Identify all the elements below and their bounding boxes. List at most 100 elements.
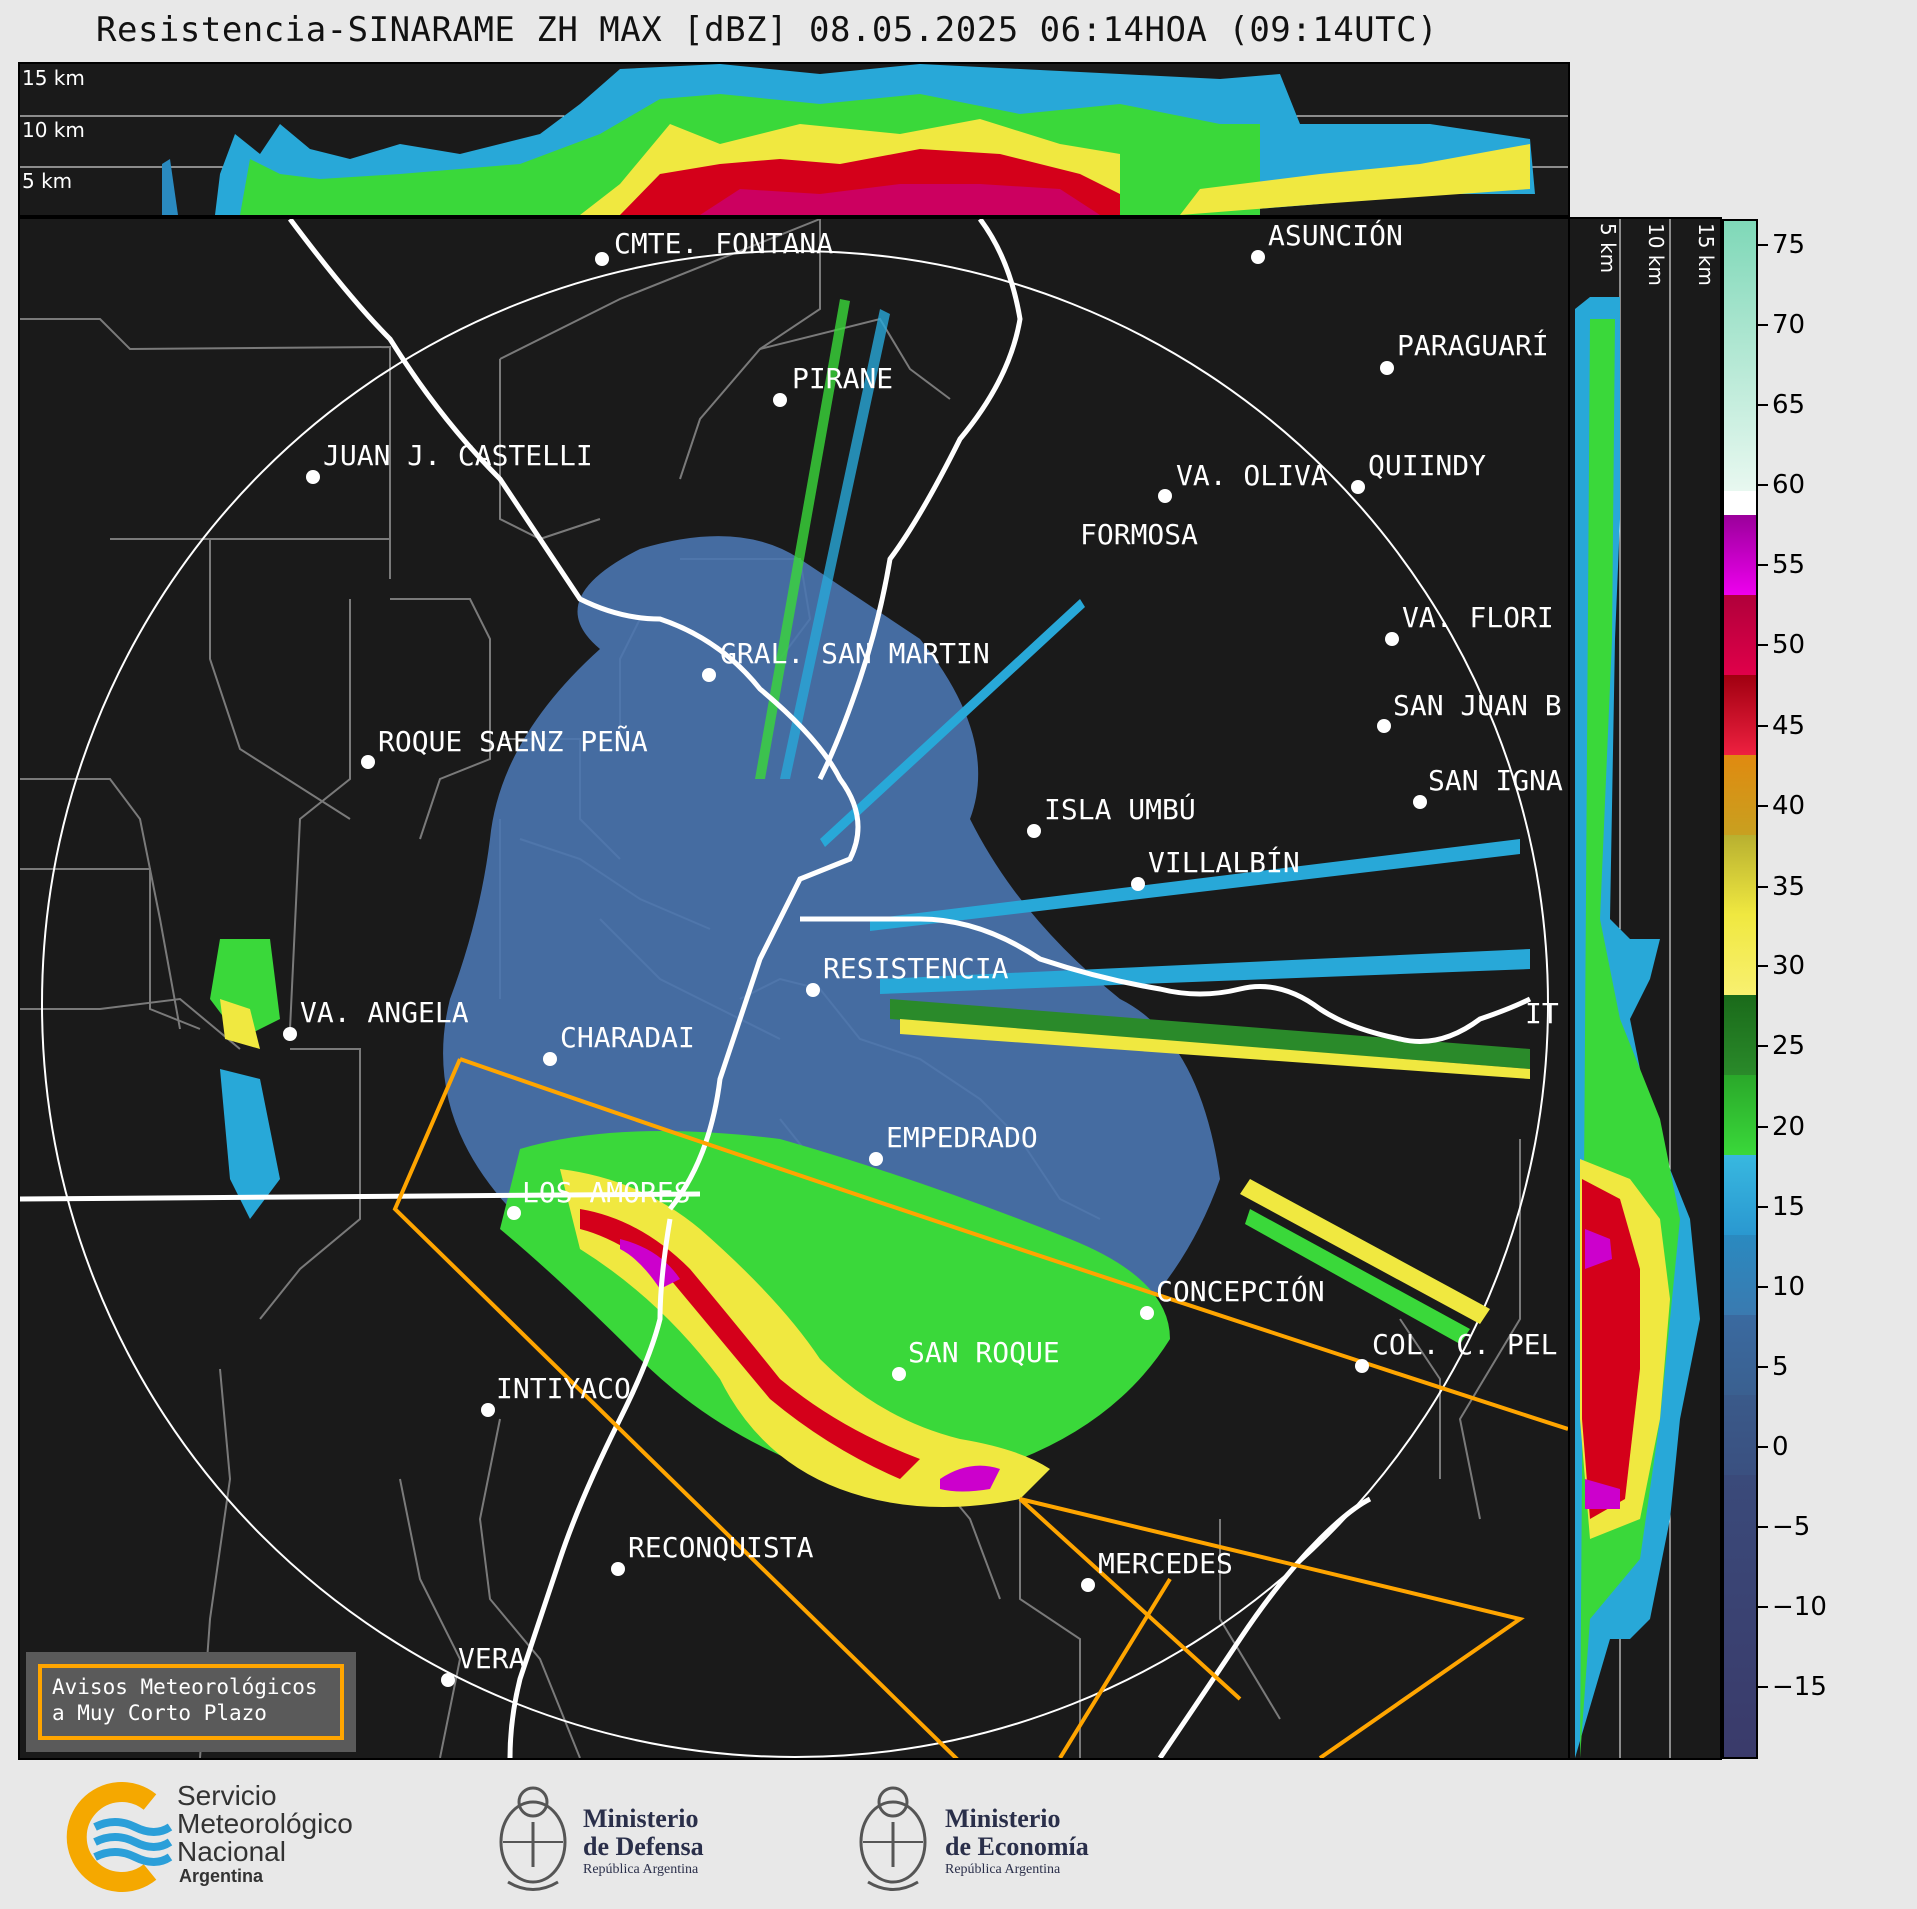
colorbar-label-40: 40 xyxy=(1772,791,1806,821)
colorbar-tick-55 xyxy=(1758,564,1768,566)
city-label-empedrado: EMPEDRADO xyxy=(886,1121,1038,1154)
city-label-it: IT xyxy=(1525,997,1559,1030)
city-label-los-amores: LOS AMORES xyxy=(522,1176,691,1209)
colorbar-tick-45 xyxy=(1758,725,1768,727)
city-dot-roque-saenz-pena xyxy=(361,755,375,769)
side-altitude-profile: 5 km 10 km 15 km xyxy=(1570,217,1722,1760)
colorbar-tick-minus15 xyxy=(1758,1686,1768,1688)
city-label-va-angela: VA. ANGELA xyxy=(300,996,469,1029)
city-dot-villalbin xyxy=(1131,877,1145,891)
colorbar-label-minus5: −5 xyxy=(1772,1512,1811,1542)
city-label-reconquista: RECONQUISTA xyxy=(628,1531,814,1564)
city-dot-pirane xyxy=(773,393,787,407)
colorbar-tick-60 xyxy=(1758,484,1768,486)
city-label-san-roque: SAN ROQUE xyxy=(908,1336,1060,1369)
altitude-label-15km: 15 km xyxy=(22,66,85,90)
smn-line2: Meteorológico xyxy=(177,1808,353,1839)
defensa-line2: de Defensa xyxy=(583,1832,704,1861)
city-label-asuncion: ASUNCIÓN xyxy=(1268,219,1403,252)
colorbar-label-20: 20 xyxy=(1772,1112,1806,1142)
top-profile-echoes xyxy=(20,64,1568,215)
city-label-intiyaco: INTIYACO xyxy=(496,1372,631,1405)
economia-line3: República Argentina xyxy=(945,1862,1061,1877)
side-profile-echoes xyxy=(1575,219,1700,1758)
city-label-concepcion: CONCEPCIÓN xyxy=(1156,1275,1325,1308)
city-dot-va-florida xyxy=(1385,632,1399,646)
colorbar-seg-35 xyxy=(1724,835,1756,915)
colorbar-seg-negative xyxy=(1724,1475,1756,1757)
city-dot-juan-j-castelli xyxy=(306,470,320,484)
city-dot-concepcion xyxy=(1140,1306,1154,1320)
colorbar-tick-minus5 xyxy=(1758,1526,1768,1528)
side-altitude-label-10km: 10 km xyxy=(1644,223,1668,286)
colorbar-label-70: 70 xyxy=(1772,310,1806,340)
city-label-gral-san-martin: GRAL. SAN MARTIN xyxy=(720,637,990,670)
colorbar-tick-35 xyxy=(1758,886,1768,888)
river-borders xyxy=(20,219,1532,1758)
smn-line1: Servicio xyxy=(177,1780,277,1811)
city-dot-isla-umbu xyxy=(1027,824,1041,838)
colorbar-label-45: 45 xyxy=(1772,711,1806,741)
city-dot-cmte-fontana xyxy=(595,252,609,266)
city-label-cmte-fontana: CMTE. FONTANA xyxy=(614,227,834,260)
colorbar-seg-30 xyxy=(1724,915,1756,995)
defensa-line3: República Argentina xyxy=(583,1862,699,1877)
city-label-va-oliva: VA. OLIVA xyxy=(1176,459,1328,492)
city-dot-col-c-pellegrini xyxy=(1355,1359,1369,1373)
colorbar-label-60: 60 xyxy=(1772,470,1806,500)
city-label-roque-saenz-pena: ROQUE SAENZ PEÑA xyxy=(378,725,648,758)
altitude-label-5km: 5 km xyxy=(22,169,73,193)
warning-legend[interactable]: Avisos Meteorológicos a Muy Corto Plazo xyxy=(26,1652,356,1752)
colorbar-seg-60 xyxy=(1724,491,1756,515)
radar-map[interactable]: CMTE. FONTANA ASUNCIÓN PIRANE PARAGUARÍ … xyxy=(18,217,1570,1760)
city-dot-gral-san-martin xyxy=(702,668,716,682)
warning-legend-line1: Avisos Meteorológicos xyxy=(52,1675,318,1699)
radar-map-layers xyxy=(20,219,1568,1758)
colorbar-label-10: 10 xyxy=(1772,1272,1806,1302)
city-dot-intiyaco xyxy=(481,1403,495,1417)
city-dot-paraguari xyxy=(1380,361,1394,375)
city-dot-empedrado xyxy=(869,1152,883,1166)
colorbar-seg-25 xyxy=(1724,995,1756,1075)
colorbar-tick-65 xyxy=(1758,404,1768,406)
city-label-col-c-pellegrini: COL. C. PEL xyxy=(1372,1328,1558,1361)
colorbar-tick-30 xyxy=(1758,965,1768,967)
dbz-colorbar xyxy=(1722,219,1758,1759)
city-label-resistencia: RESISTENCIA xyxy=(823,952,1009,985)
city-label-san-juan-b: SAN JUAN B xyxy=(1393,689,1562,722)
colorbar-label-25: 25 xyxy=(1772,1031,1806,1061)
city-label-paraguari: PARAGUARÍ xyxy=(1397,329,1549,362)
city-label-san-ignacio: SAN IGNA xyxy=(1428,764,1563,797)
colorbar-seg-55 xyxy=(1724,515,1756,595)
smn-line3: Nacional xyxy=(177,1836,286,1867)
colorbar-tick-25 xyxy=(1758,1045,1768,1047)
colorbar-label-35: 35 xyxy=(1772,872,1806,902)
defensa-emblem-icon xyxy=(499,1786,567,1891)
altitude-label-10km: 10 km xyxy=(22,118,85,142)
smn-logo-text: Servicio Meteorológico Nacional Argentin… xyxy=(177,1780,353,1887)
colorbar-tick-0 xyxy=(1758,1446,1768,1448)
city-dot-mercedes xyxy=(1081,1578,1095,1592)
colorbar-seg-0 xyxy=(1724,1395,1756,1475)
city-label-isla-umbu: ISLA UMBÚ xyxy=(1044,793,1196,826)
economia-logo-text: Ministerio de Economía República Argenti… xyxy=(945,1805,1089,1879)
city-dot-resistencia xyxy=(806,983,820,997)
colorbar-tick-20 xyxy=(1758,1126,1768,1128)
city-dot-vera xyxy=(441,1673,455,1687)
city-label-quiindy: QUIINDY xyxy=(1368,449,1487,482)
page-title: Resistencia-SINARAME ZH MAX [dBZ] 08.05.… xyxy=(96,10,1439,50)
city-label-pirane: PIRANE xyxy=(792,362,894,395)
smn-logo-icon xyxy=(66,1782,173,1892)
colorbar-label-0: 0 xyxy=(1772,1432,1789,1462)
top-altitude-profile: 15 km 10 km 5 km xyxy=(18,62,1570,217)
colorbar-label-5: 5 xyxy=(1772,1352,1789,1382)
colorbar-seg-5 xyxy=(1724,1315,1756,1395)
side-altitude-label-15km: 15 km xyxy=(1694,223,1718,286)
footer-logos: Servicio Meteorológico Nacional Argentin… xyxy=(0,1760,1917,1909)
colorbar-tick-15 xyxy=(1758,1206,1768,1208)
warning-polygons xyxy=(392,1057,1568,1758)
city-label-villalbin: VILLALBÍN xyxy=(1148,846,1300,879)
city-dot-charadai xyxy=(543,1052,557,1066)
economia-line2: de Economía xyxy=(945,1832,1089,1861)
colorbar-tick-40 xyxy=(1758,805,1768,807)
